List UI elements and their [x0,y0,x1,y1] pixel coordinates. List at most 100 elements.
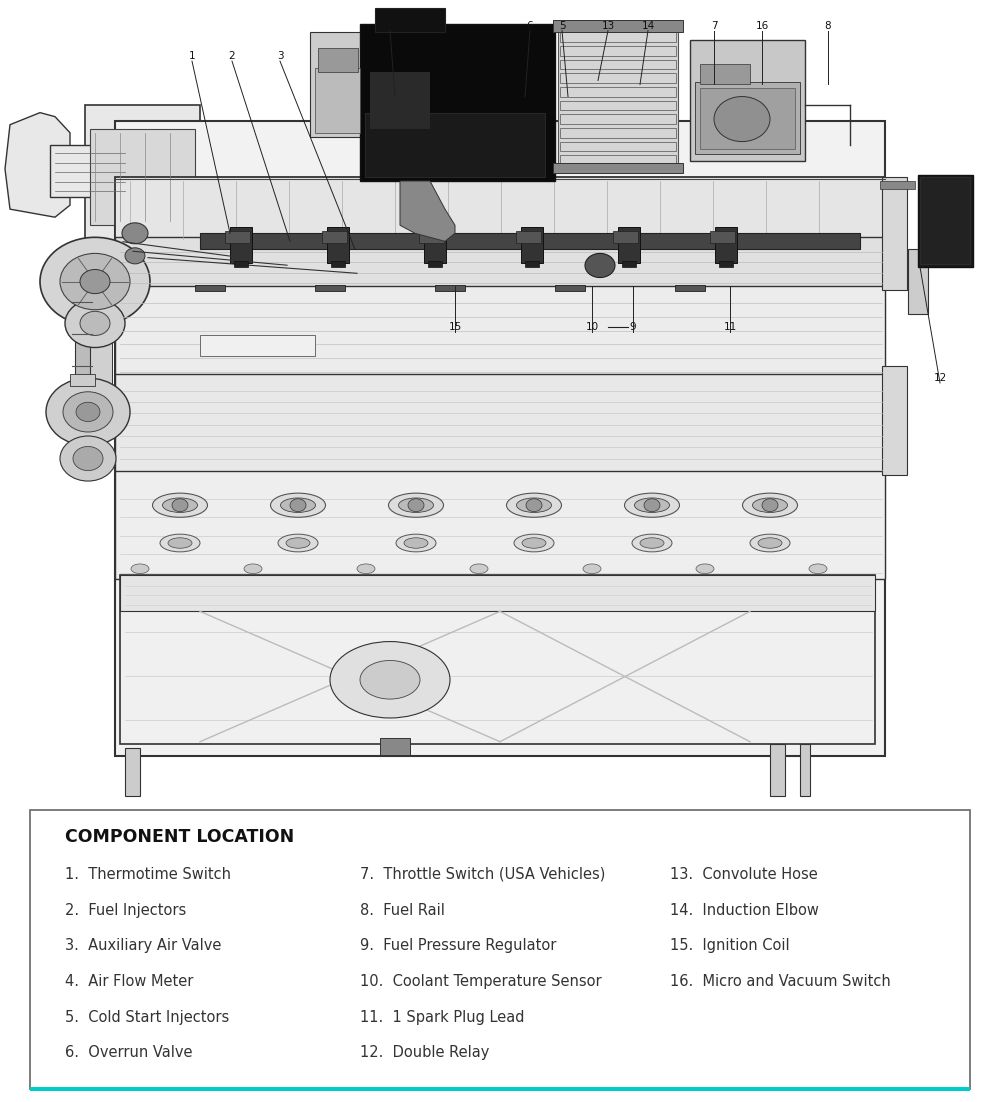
Text: 8.  Fuel Rail: 8. Fuel Rail [360,903,445,918]
Text: 1.  Thermotime Switch: 1. Thermotime Switch [65,867,231,882]
Circle shape [408,499,424,511]
Text: 4: 4 [387,21,393,31]
Bar [560,60,676,69]
Bar [560,128,676,138]
Circle shape [80,270,110,293]
Bar [195,284,225,291]
Text: 5: 5 [559,21,565,31]
Text: 15: 15 [448,323,462,333]
Bar [200,335,315,356]
Circle shape [762,499,778,511]
Circle shape [290,499,306,511]
Ellipse shape [270,493,326,517]
Ellipse shape [396,534,436,552]
Text: 2: 2 [229,52,235,62]
Ellipse shape [388,493,444,517]
Ellipse shape [152,493,208,517]
Bar [230,227,252,263]
Bar [770,744,785,797]
Ellipse shape [357,564,375,573]
Bar [331,261,345,267]
Ellipse shape [696,564,714,573]
Polygon shape [400,181,455,241]
Ellipse shape [809,564,827,573]
Text: 3.  Auxiliary Air Valve: 3. Auxiliary Air Valve [65,938,221,953]
Ellipse shape [624,493,679,517]
Bar [115,120,885,756]
Bar [85,105,200,338]
Text: 13: 13 [601,21,615,31]
Bar [622,261,636,267]
Bar [225,231,250,242]
Ellipse shape [507,493,562,517]
Bar [882,366,907,475]
Bar [375,8,445,32]
Bar [618,227,640,263]
Circle shape [60,253,130,310]
Bar [428,261,442,267]
Ellipse shape [583,564,601,573]
Bar [370,73,430,129]
Text: 16.  Micro and Vacuum Switch: 16. Micro and Vacuum Switch [670,974,891,990]
Bar [525,261,539,267]
Ellipse shape [470,564,488,573]
Text: 11.  1 Spark Plug Lead: 11. 1 Spark Plug Lead [360,1009,524,1025]
Text: 4.  Air Flow Meter: 4. Air Flow Meter [65,974,193,990]
Bar [115,285,885,378]
Circle shape [644,499,660,511]
Ellipse shape [742,493,798,517]
Circle shape [65,300,125,347]
Ellipse shape [278,534,318,552]
Ellipse shape [131,564,149,573]
Bar [560,115,676,123]
Polygon shape [5,112,70,217]
Ellipse shape [244,564,262,573]
Bar [200,234,860,249]
Bar [318,48,358,73]
Bar [435,284,465,291]
Circle shape [80,312,110,335]
Text: 1: 1 [189,52,195,62]
Bar [82,342,112,386]
Ellipse shape [758,538,782,548]
Text: 16: 16 [755,21,769,31]
Ellipse shape [634,498,669,512]
Circle shape [585,253,615,278]
Bar [234,261,248,267]
Text: 8: 8 [825,21,831,31]
Bar [30,1087,970,1091]
Bar [365,112,545,177]
Bar [85,314,115,338]
Bar [560,46,676,55]
Bar [560,100,676,110]
Bar [516,231,541,242]
Ellipse shape [330,641,450,719]
Text: 13.  Convolute Hose: 13. Convolute Hose [670,867,818,882]
Bar [920,177,970,263]
Circle shape [63,392,113,432]
Bar [125,748,140,797]
Bar [560,73,676,83]
Bar [120,575,875,612]
Circle shape [172,499,188,511]
Bar [558,24,678,169]
Ellipse shape [160,534,200,552]
Bar [553,20,683,32]
Bar [70,374,95,386]
Text: 11: 11 [723,323,737,333]
Ellipse shape [360,660,420,699]
Bar [360,24,555,181]
Bar [115,237,885,290]
Bar [327,227,349,263]
Bar [560,141,676,151]
Circle shape [40,237,150,326]
Bar [800,744,810,797]
Bar [424,227,446,263]
Text: 7.  Throttle Switch (USA Vehicles): 7. Throttle Switch (USA Vehicles) [360,867,605,882]
Bar [613,231,638,242]
Circle shape [526,499,542,511]
Text: COMPONENT LOCATION: COMPONENT LOCATION [65,829,294,846]
Text: 6.  Overrun Valve: 6. Overrun Valve [65,1046,192,1060]
Ellipse shape [514,534,554,552]
Text: 14: 14 [641,21,655,31]
